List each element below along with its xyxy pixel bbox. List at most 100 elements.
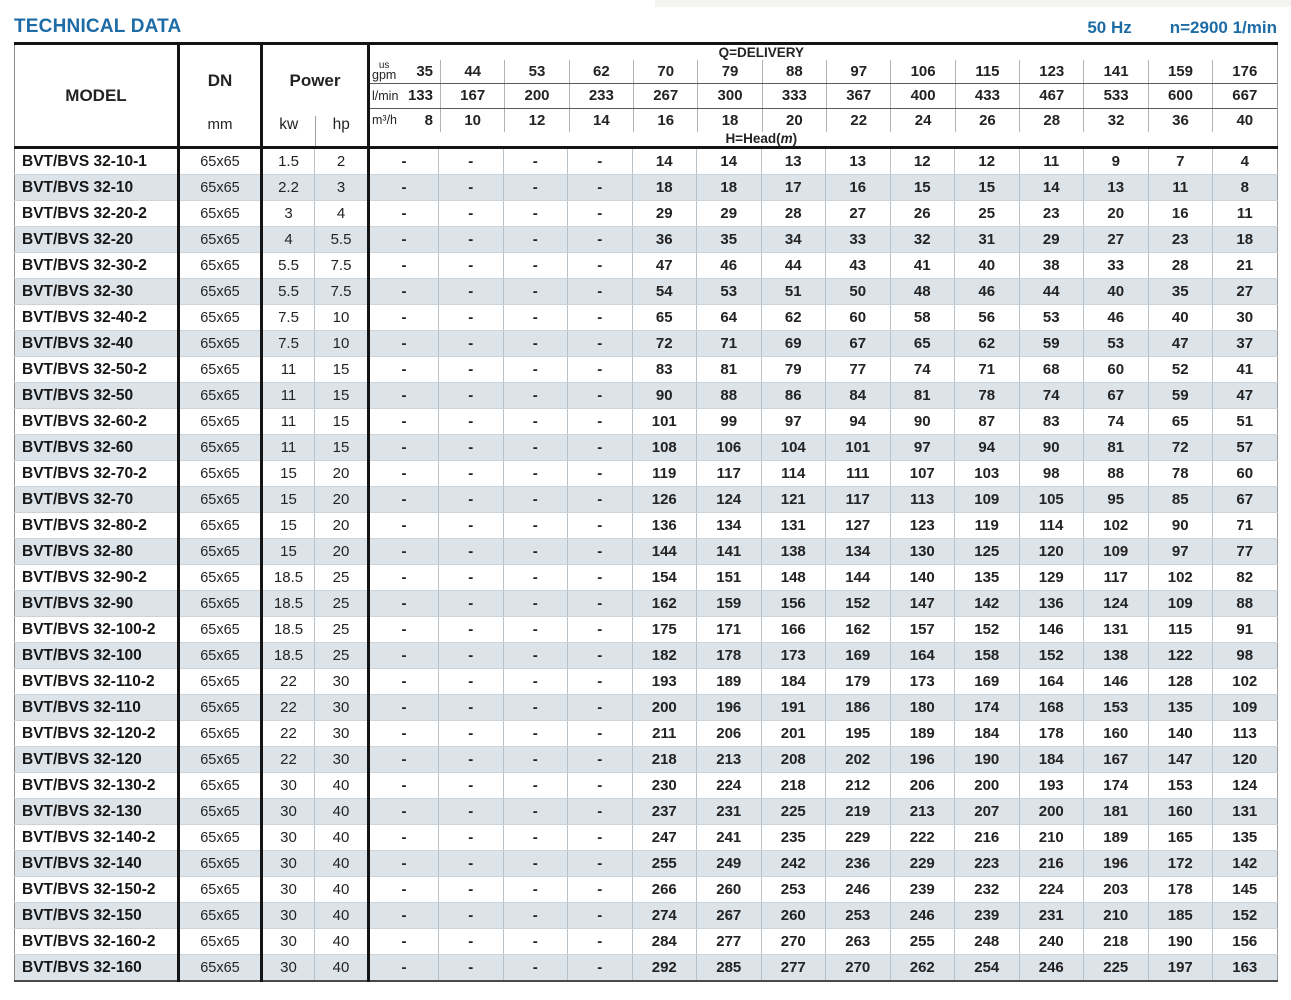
head-value-cell: 240 — [1018, 928, 1084, 955]
head-value-cell: - — [438, 642, 503, 669]
kw-cell: 30 — [260, 824, 315, 851]
head-value-cell: 20 — [1083, 200, 1148, 227]
kw-cell: 30 — [260, 954, 315, 981]
head-value-cell: - — [502, 746, 568, 773]
head-value-cell: 210 — [1083, 902, 1148, 929]
head-value-cell: 94 — [954, 434, 1019, 461]
head-value-cell: 8 — [1212, 174, 1278, 201]
head-value-cell: 53 — [1083, 330, 1148, 357]
head-value-cell: 136 — [631, 512, 697, 539]
head-value-cell: 246 — [1018, 954, 1084, 981]
head-value-cell: 202 — [825, 746, 890, 773]
model-cell: BVT/BVS 32-120-2 — [14, 720, 179, 747]
head-value-cell: 40 — [954, 252, 1019, 279]
q-m3h-value: 22 — [826, 108, 890, 132]
head-value-cell: 237 — [631, 798, 697, 825]
head-value-cell: 82 — [1212, 564, 1278, 591]
head-value-cell: 13 — [825, 147, 890, 175]
head-value-cell: - — [502, 720, 568, 747]
head-value-cell: - — [567, 460, 632, 487]
head-value-cell: - — [367, 252, 439, 279]
head-value-cell: - — [502, 694, 568, 721]
kw-cell: 11 — [260, 382, 315, 409]
head-value-cell: 47 — [631, 252, 697, 279]
dn-cell: 65x65 — [177, 460, 262, 487]
head-value-cell: 14 — [1018, 174, 1084, 201]
dn-cell: 65x65 — [177, 720, 262, 747]
q-m3h-value: 10 — [440, 108, 504, 132]
hp-cell: 7.5 — [314, 252, 369, 279]
kw-cell: 30 — [260, 876, 315, 903]
model-cell: BVT/BVS 32-50-2 — [14, 356, 179, 383]
q-m3h-value: 20 — [761, 108, 826, 132]
model-cell: BVT/BVS 32-110 — [14, 694, 179, 721]
table-row: BVT/BVS 32-60-2 65x65 11 15- - - -101 99 97 94 90 8… — [14, 408, 1278, 435]
table-row: BVT/BVS 32-50-2 65x65 11 15- - - -83 81 79 77 74 71… — [14, 356, 1278, 383]
head-value-cell: 153 — [1147, 772, 1213, 799]
head-value-cell: 90 — [1147, 512, 1213, 539]
q-m3h-value: 24 — [890, 108, 954, 132]
head-value-cell: - — [502, 512, 568, 539]
head-value-cell: 196 — [889, 746, 955, 773]
head-value-cell: 109 — [1083, 538, 1148, 565]
head-value-cell: 178 — [1147, 876, 1213, 903]
dn-cell: 65x65 — [177, 356, 262, 383]
head-value-cell: 101 — [825, 434, 890, 461]
model-cell: BVT/BVS 32-90 — [14, 590, 179, 617]
hp-cell: 25 — [314, 564, 369, 591]
model-cell: BVT/BVS 32-40-2 — [14, 304, 179, 331]
head-value-cell: - — [567, 954, 632, 981]
dn-cell: 65x65 — [177, 954, 262, 981]
head-value-cell: - — [567, 616, 632, 643]
kw-cell: 22 — [260, 746, 315, 773]
head-value-cell: 72 — [1147, 434, 1213, 461]
head-value-cell: 44 — [1018, 278, 1084, 305]
head-value-cell: - — [567, 304, 632, 331]
head-value-cell: 154 — [631, 564, 697, 591]
head-value-cell: 53 — [1018, 304, 1084, 331]
kw-cell: 18.5 — [260, 564, 315, 591]
head-value-cell: - — [367, 694, 439, 721]
head-value-cell: - — [438, 434, 503, 461]
kw-cell: 30 — [260, 772, 315, 799]
table-row: BVT/BVS 32-70-2 65x65 15 20- - - -119 117 114 111… — [14, 460, 1278, 487]
head-value-cell: 159 — [696, 590, 761, 617]
head-value-cell: 68 — [1018, 356, 1084, 383]
head-value-cell: 189 — [696, 668, 761, 695]
head-value-cell: 142 — [954, 590, 1019, 617]
table-row: BVT/BVS 32-90-2 65x65 18.5 25- - - -154 151 148 1… — [14, 564, 1278, 591]
head-value-cell: 127 — [825, 512, 890, 539]
head-value-cell: 40 — [1083, 278, 1148, 305]
head-value-cell: 131 — [1083, 616, 1148, 643]
head-value-cell: 9 — [1083, 147, 1148, 175]
head-value-cell: 27 — [1212, 278, 1278, 305]
hp-cell: 25 — [314, 590, 369, 617]
head-value-cell: - — [502, 486, 568, 513]
head-value-cell: 64 — [696, 304, 761, 331]
head-value-cell: 41 — [1212, 356, 1278, 383]
table-row: BVT/BVS 32-60 65x65 11 15- - - -108 106 104 101 97… — [14, 434, 1278, 461]
dn-cell: 65x65 — [177, 252, 262, 279]
head-value-cell: - — [438, 174, 503, 201]
head-value-cell: - — [567, 772, 632, 799]
hp-cell: 4 — [314, 200, 369, 227]
head-value-cell: 274 — [631, 902, 697, 929]
head-value-cell: 12 — [889, 147, 955, 175]
q-lmin-value: 167 — [440, 84, 504, 108]
head-value-cell: 18 — [631, 174, 697, 201]
hp-cell: 25 — [314, 616, 369, 643]
table-row: BVT/BVS 32-110 65x65 22 30- - - -200 196 191 186 1… — [14, 694, 1278, 721]
q-lmin-value: 333 — [761, 84, 826, 108]
table-row: BVT/BVS 32-10-1 65x65 1.5 2- - - -14 14 13 13 12 12… — [14, 147, 1278, 175]
head-value-cell: 173 — [760, 642, 826, 669]
head-value-cell: 90 — [1018, 434, 1084, 461]
head-value-cell: 216 — [954, 824, 1019, 851]
hp-cell: 30 — [314, 746, 369, 773]
head-value-cell: 134 — [696, 512, 761, 539]
q-m3h-value: 36 — [1147, 108, 1212, 132]
head-value-cell: 88 — [1083, 460, 1148, 487]
hp-cell: 40 — [314, 954, 369, 981]
head-value-cell: - — [438, 590, 503, 617]
head-value-cell: - — [502, 642, 568, 669]
hp-cell: 40 — [314, 772, 369, 799]
